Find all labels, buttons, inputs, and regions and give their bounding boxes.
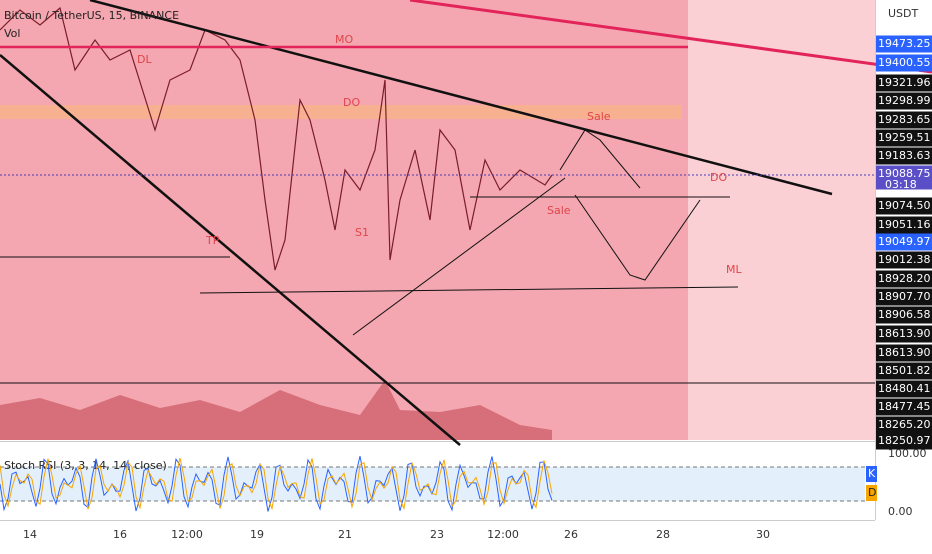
price-badge: [876, 147, 932, 165]
price-badge: [876, 165, 932, 190]
volume-label: Vol: [4, 27, 20, 40]
price-label: 18613.90: [878, 327, 931, 340]
orange-band: [0, 105, 682, 119]
price-label: 18501.82: [878, 364, 931, 377]
annotation: S1: [355, 226, 369, 239]
price-badge: [876, 197, 932, 215]
price-label: 19183.63: [878, 149, 931, 162]
red-trend: [409, 0, 932, 74]
price-label: 19049.97: [878, 235, 931, 248]
price-label: 19051.16: [878, 218, 931, 231]
price-badge: [876, 74, 932, 92]
price-badge: [876, 306, 932, 324]
volume: [0, 380, 552, 440]
ml-line: [199, 286, 739, 294]
rsi-label: 0.00: [888, 505, 913, 518]
d-badge: [866, 485, 877, 501]
price-badge: [876, 129, 932, 147]
annotation: DO: [710, 171, 727, 184]
price-badge: [876, 111, 932, 129]
time-label: 14: [23, 528, 37, 541]
price-badge: [876, 344, 932, 362]
annotation: ML: [726, 263, 742, 276]
price-badge: [876, 216, 932, 234]
price-label: 19283.65: [878, 113, 931, 126]
price-badge: [876, 398, 932, 416]
price-label: 18480.41: [878, 382, 931, 395]
countdown: 03:18: [885, 178, 917, 191]
price-label: 19298.99: [878, 94, 931, 107]
currency: USDT: [888, 7, 919, 20]
time-label: 12:00: [171, 528, 203, 541]
time-label: 21: [338, 528, 352, 541]
k-badge: [866, 466, 877, 482]
rsi-label: 100.00: [888, 447, 927, 460]
price-label: 18477.45: [878, 400, 931, 413]
path-arrow: [559, 129, 641, 189]
price-badge: [876, 416, 932, 434]
time-label: 12:00: [487, 528, 519, 541]
indicator-title: Stoch RSI (3, 3, 14, 14, close): [4, 459, 167, 472]
price-badge: [876, 325, 932, 343]
trendline: [0, 54, 461, 446]
annotation: Sale: [547, 204, 571, 217]
price-badge: [876, 92, 932, 110]
annotation: Sale: [587, 110, 611, 123]
annotation: DL: [137, 53, 152, 66]
price-label: 19012.38: [878, 253, 931, 266]
price-badge: [876, 362, 932, 380]
price-label: 18928.20: [878, 272, 931, 285]
price-label: 18613.90: [878, 346, 931, 359]
price-badge: [876, 233, 932, 251]
k-label: K: [868, 467, 876, 480]
zone-dark: [0, 0, 688, 440]
time-label: 30: [756, 528, 770, 541]
annotation: MO: [335, 33, 353, 46]
price-label: 18250.97: [878, 434, 931, 447]
rsi-k: [0, 455, 553, 512]
annotation: TP: [205, 234, 220, 247]
price-label: 19473.25: [878, 37, 931, 50]
price-label: 19400.55: [878, 56, 931, 69]
price-label: 19088.75: [878, 167, 931, 180]
price-label: 18907.70: [878, 290, 931, 303]
d-label: D: [868, 486, 876, 499]
price-label: 18906.58: [878, 308, 931, 321]
path-arrow: [574, 194, 701, 281]
rsi-d: [0, 457, 553, 511]
zone-light: [688, 0, 875, 440]
price-badge: [876, 35, 932, 53]
price-badge: [876, 251, 932, 269]
price-badge: [876, 54, 932, 72]
annotation: DO: [343, 96, 360, 109]
channel: [352, 177, 566, 336]
price-label: 19259.51: [878, 131, 931, 144]
price-label: 18265.20: [878, 418, 931, 431]
price-badge: [876, 432, 932, 450]
time-label: 16: [113, 528, 127, 541]
trendline: [89, 0, 833, 196]
chart-title: Bitcoin / TetherUS, 15, BINANCE: [4, 9, 179, 22]
price-badge: [876, 380, 932, 398]
time-label: 28: [656, 528, 670, 541]
price-badge: [876, 270, 932, 288]
time-label: 26: [564, 528, 578, 541]
price-label: 19321.96: [878, 76, 931, 89]
time-label: 23: [430, 528, 444, 541]
price-label: 19074.50: [878, 199, 931, 212]
price-badge: [876, 288, 932, 306]
time-label: 19: [250, 528, 264, 541]
price-line: [0, 6, 553, 271]
